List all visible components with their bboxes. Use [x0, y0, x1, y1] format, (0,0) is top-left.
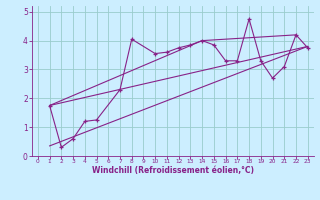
X-axis label: Windchill (Refroidissement éolien,°C): Windchill (Refroidissement éolien,°C)	[92, 166, 254, 175]
